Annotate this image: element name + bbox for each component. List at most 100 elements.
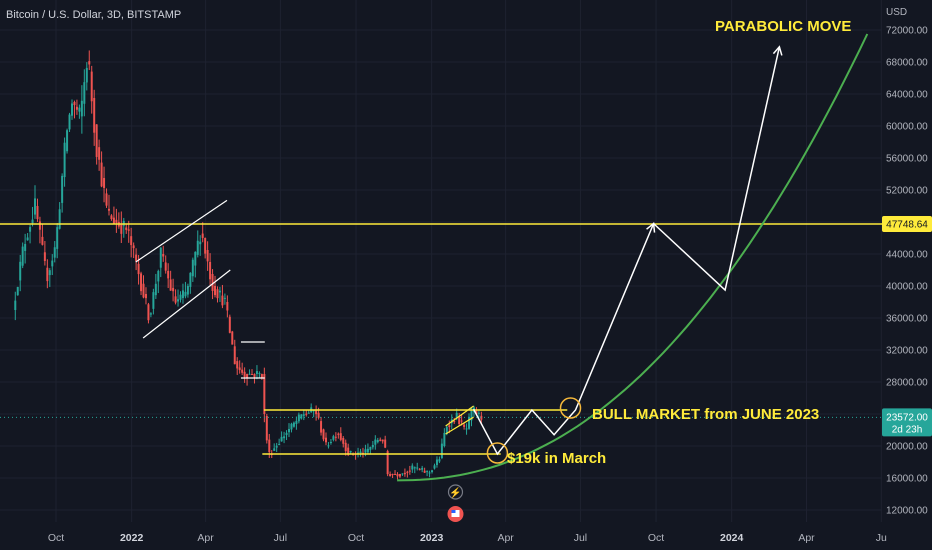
time-tick-label: 2022 [120,532,144,544]
candle-body [460,420,463,422]
candle-body [423,470,426,473]
candle-body [204,238,207,254]
candle-body [125,227,128,230]
candle-body [218,290,221,293]
candle-body [206,250,209,262]
candle-body [283,436,286,439]
candle-body [58,209,61,229]
candle-body [127,229,130,231]
candle-body [85,67,88,83]
candle-body [184,291,187,297]
time-tick-label: 2024 [720,532,744,544]
candle-body [324,437,327,443]
time-tick-label: Oct [648,532,664,544]
candle-body [209,262,212,280]
candle-body [120,223,123,234]
candle-body [177,299,180,302]
annotation-labels: PARABOLIC MOVE BULL MARKET from JUNE 2023… [507,18,851,467]
candle-body [379,439,382,441]
candle-body [103,178,106,188]
candle-body [154,283,157,296]
candle-body [174,296,177,303]
candle-body [302,414,305,416]
candle-body [140,273,143,292]
channel-upper-line [135,199,228,263]
candle-body [440,443,443,458]
candle-body [329,442,332,444]
candle-body [384,439,387,448]
candle-body [162,254,165,257]
candle-body [56,227,59,249]
candle-body [295,420,298,424]
candle-body [292,422,295,427]
candle-body [389,474,392,477]
lightning-glyph: ⚡ [449,486,461,499]
time-tick-label: Jul [274,532,287,544]
candle-body [179,294,182,300]
candle-body [426,471,429,473]
candle-body [366,448,369,453]
candle-body [221,295,224,306]
time-axis[interactable]: Oct 2022 Apr Jul Oct 2023 Apr Jul Oct 2024 Apr Ju [48,532,887,544]
candle-body [167,270,170,279]
parabolic-curve [397,33,869,482]
candle-body [135,254,138,262]
candle-body [258,373,261,375]
candle-body [53,247,56,258]
candle-body [228,316,231,333]
candle-body [411,465,414,470]
price-tick-label: 32000.00 [886,346,928,357]
candle-body [398,474,401,477]
candle-body [181,290,184,298]
chart-title: Bitcoin / U.S. Dollar, 3D, BITSTAMP [6,9,181,21]
candle-body [433,465,436,469]
candle-body [142,283,145,298]
candle-body [297,414,300,422]
time-tick-label: Oct [48,532,64,544]
candle-body [169,279,172,291]
price-tick-label: 72000.00 [886,26,928,37]
candle-body [115,219,118,223]
candle-body [194,251,197,266]
candle-body [21,246,24,266]
candle-body [149,313,152,315]
candle-body [16,286,19,296]
candle-body [278,444,281,446]
candle-body [98,147,101,160]
candle-body [110,215,113,220]
candle-body [255,371,258,374]
candle-body [418,468,421,470]
candle-body [403,472,406,475]
candle-body [386,451,389,475]
candle-body [105,193,108,206]
candle-body [342,438,345,444]
price-tick-label: 60000.00 [886,122,928,133]
candle-body [211,274,214,291]
candle-body [280,436,283,442]
time-tick-label: 2023 [420,532,444,544]
time-tick-label: Oct [348,532,364,544]
candle-body [172,287,175,292]
parabolic-move-label: PARABOLIC MOVE [715,18,851,35]
candle-body [332,436,335,440]
candle-body [137,263,140,275]
candle-body [334,436,337,438]
candle-body [477,412,480,414]
candle-body [438,459,441,462]
candle-body [36,206,39,220]
candle-body [260,374,263,378]
candle-body [349,450,352,453]
candle-body [216,289,219,299]
candle-body [480,415,483,420]
candle-body [61,175,64,203]
projection-arrow-head-final [772,45,783,56]
candle-body [320,421,323,433]
candle-body [236,361,239,369]
price-tick-label: 16000.00 [886,474,928,485]
candle-body [19,261,22,281]
candle-body [144,294,147,299]
candle-body [445,426,448,434]
candle-body [394,474,397,475]
candle-body [406,471,409,473]
